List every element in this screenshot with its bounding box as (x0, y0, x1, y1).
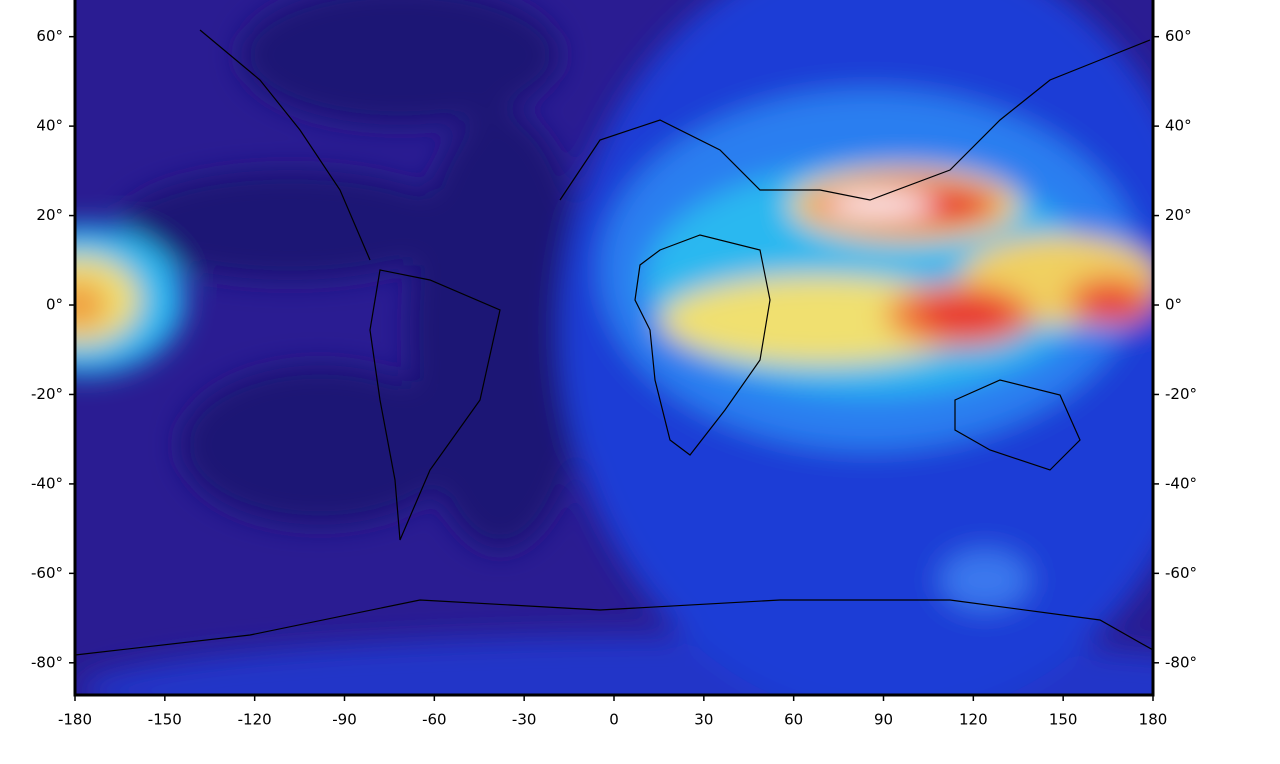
x-tick-label: 0 (609, 711, 619, 729)
x-tick-label: 120 (959, 711, 988, 729)
y-tick-label-right: -20° (1165, 385, 1197, 403)
x-tick-label: 180 (1139, 711, 1168, 729)
y-tick-label: -80° (31, 653, 63, 671)
field (75, 0, 1153, 695)
y-tick-label-right: -80° (1165, 653, 1197, 671)
y-tick-label: 60° (36, 27, 63, 45)
y-tick-label: -60° (31, 564, 63, 582)
y-tick-label-right: 0° (1165, 296, 1182, 314)
y-tick-label-right: -40° (1165, 474, 1197, 492)
x-tick-label: 60 (784, 711, 803, 729)
x-tick-label: -150 (148, 711, 182, 729)
x-tick-label: 150 (1049, 711, 1078, 729)
y-tick-label-right: -60° (1165, 564, 1197, 582)
x-tick-label: -180 (58, 711, 92, 729)
y-tick-label: 0° (46, 296, 63, 314)
y-tick-label: 40° (36, 117, 63, 135)
x-tick-label: -30 (512, 711, 537, 729)
x-tick-label: -60 (422, 711, 447, 729)
y-tick-label-right: 60° (1165, 27, 1192, 45)
y-tick-label-right: 40° (1165, 117, 1192, 135)
y-tick-label: -40° (31, 474, 63, 492)
y-tick-label: 20° (36, 206, 63, 224)
y-tick-label: -20° (31, 385, 63, 403)
x-tick-label: -120 (238, 711, 272, 729)
y-tick-label-right: 20° (1165, 206, 1192, 224)
x-tick-label: -90 (332, 711, 357, 729)
x-tick-label: 90 (874, 711, 893, 729)
x-tick-label: 30 (694, 711, 713, 729)
